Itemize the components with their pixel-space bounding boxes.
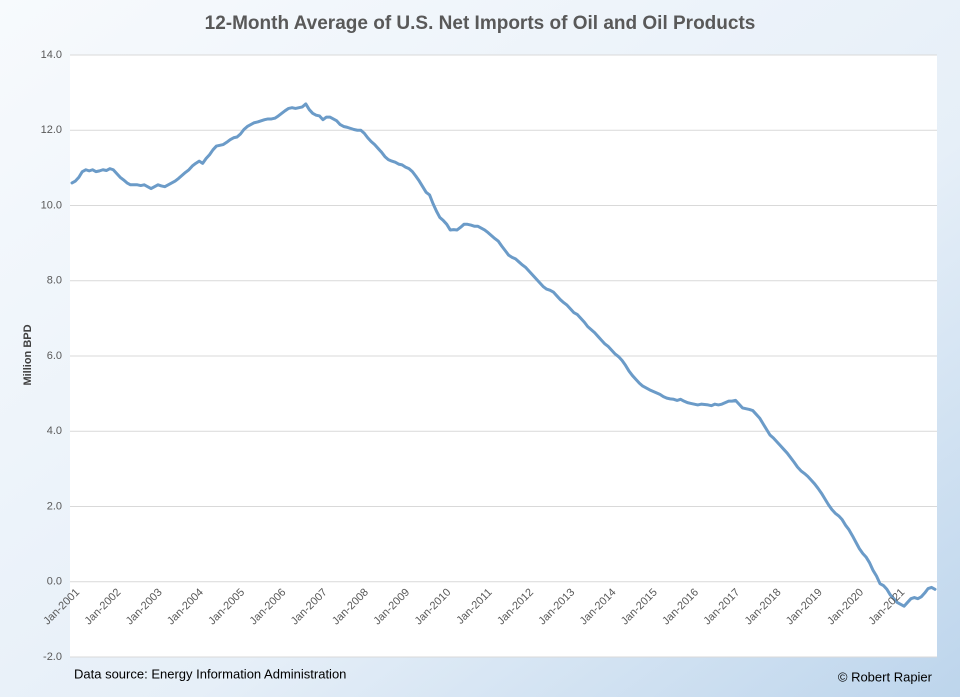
y-tick-label: 6.0: [47, 350, 62, 362]
source-note: Data source: Energy Information Administ…: [74, 666, 346, 681]
marks: [70, 102, 937, 608]
credit: © Robert Rapier: [838, 669, 933, 684]
y-tick-label: 10.0: [41, 199, 62, 211]
grid: [70, 54, 937, 658]
y-tick-label: 4.0: [47, 425, 62, 437]
chart-title: 12-Month Average of U.S. Net Imports of …: [205, 13, 756, 34]
y-tick-label: 12.0: [41, 124, 62, 136]
y-axis-label: Million BPD: [22, 324, 34, 385]
y-tick-label: 8.0: [47, 275, 62, 287]
y-tick-label: 0.0: [47, 576, 62, 588]
data-line: [70, 102, 937, 608]
y-tick-label: 2.0: [47, 500, 62, 512]
y-tick-label: 14.0: [41, 49, 62, 61]
y-tick-label: -2.0: [43, 651, 62, 663]
